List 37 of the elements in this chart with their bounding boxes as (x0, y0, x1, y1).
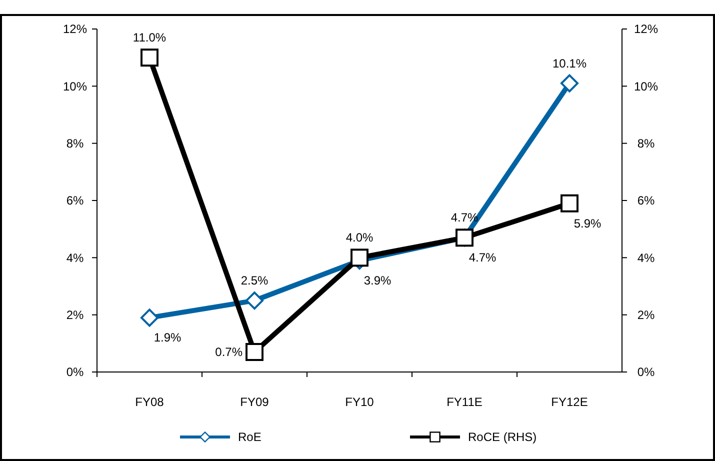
y-tick-label: 8% (66, 136, 84, 151)
y-tick-label: 12% (62, 22, 88, 36)
y2-tick-label: 6% (637, 194, 655, 208)
y2-tick-label: 2% (637, 308, 655, 322)
data-label: 4.7% (468, 250, 496, 265)
point (246, 342, 264, 361)
data-label: 3.9% (364, 274, 392, 288)
data-label: 4.0% (346, 230, 374, 245)
data-label: 2.5% (240, 274, 268, 288)
data-label: 10.1% (552, 56, 587, 70)
data-label: 11.0% (132, 30, 166, 45)
data-label: 0.7% (215, 344, 243, 359)
legend-label: RoCE (RHS) (468, 430, 537, 444)
data-label: 5.9% (574, 216, 602, 230)
point (560, 194, 578, 212)
y2-tick-label: 0% (637, 365, 655, 380)
point (140, 48, 158, 67)
data-label: 1.9% (154, 330, 182, 345)
legend-label: RoE (238, 430, 262, 444)
x-tick-label: FY08 (135, 395, 164, 409)
y2-tick-label: 4% (637, 250, 655, 265)
point (560, 74, 578, 92)
point (350, 248, 368, 267)
y-tick-label: 0% (66, 365, 84, 380)
y-tick-label: 6% (66, 194, 84, 208)
x-tick-label: FY10 (345, 395, 374, 409)
x-tick-label: FY12E (551, 395, 588, 409)
y2-tick-label: 8% (637, 136, 655, 151)
y2-tick-label: 10% (634, 79, 658, 94)
y-tick-label: 10% (62, 79, 88, 94)
point (246, 292, 264, 310)
y-tick-label: 2% (66, 308, 84, 322)
y2-tick-label: 12% (634, 22, 658, 36)
x-tick-label: FY09 (240, 395, 270, 409)
x-tick-label: FY11E (446, 395, 482, 409)
point (140, 308, 158, 327)
y-tick-label: 4% (66, 250, 84, 265)
